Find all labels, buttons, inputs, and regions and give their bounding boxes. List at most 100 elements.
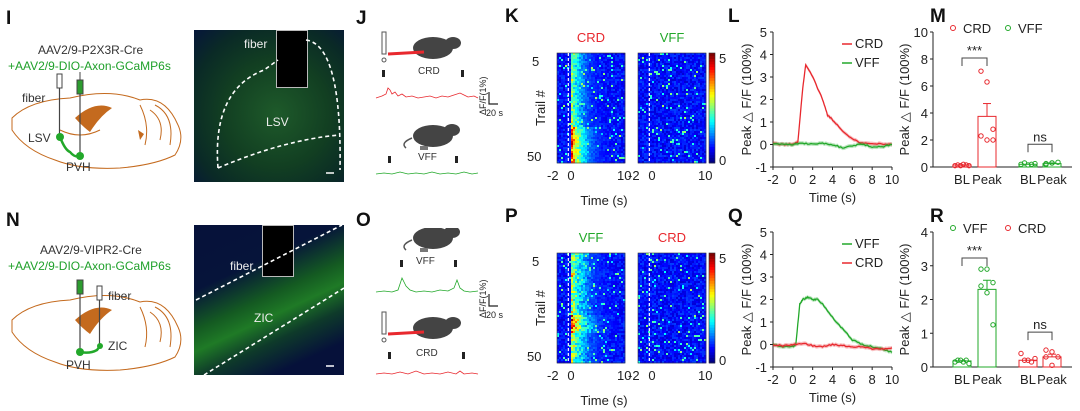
heatmap-cell [646,99,649,102]
heatmap-cell [662,83,665,86]
heatmap-cell [611,75,614,78]
heatmap-cell [557,297,560,300]
heatmap-cell [571,149,574,152]
heatmap-cell [603,271,606,274]
heatmap-cell [565,301,568,304]
heatmap-cell [601,63,604,66]
heatmap-cell [579,135,582,138]
heatmap-cell [569,69,572,72]
heatmap-cell [698,101,701,104]
heatmap-cell [696,89,699,92]
panel-label-n: N [6,210,20,231]
heatmap-cell [569,149,572,152]
heatmap-cell [702,113,705,116]
heatmap-cell [577,137,580,140]
heatmap-cell [662,63,665,66]
heatmap-cell [601,93,604,96]
heatmap-cell [615,297,618,300]
heatmap-cell [658,65,661,68]
heatmap-cell [575,105,578,108]
heatmap-cell [672,141,675,144]
heatmap-cell [621,139,624,142]
heatmap-cell [597,281,600,284]
heatmap-cell [682,77,685,80]
heatmap-cell [595,149,598,152]
heatmap-cell [680,95,683,98]
heatmap-cell [652,103,655,106]
heatmap-cell [662,67,665,70]
heatmap-cell [686,83,689,86]
heatmap-cell [567,261,570,264]
heatmap-cell [672,87,675,90]
heatmap-cell [557,295,560,298]
heatmap-cell [603,311,606,314]
heatmap-cell [664,99,667,102]
heatmap-cell [692,135,695,138]
heatmap-cell [640,145,643,148]
data-point [1055,159,1061,165]
heatmap-cell [563,259,566,262]
heatmap-cell [623,97,626,100]
heatmap-cell [654,141,657,144]
heatmap-cell [599,295,602,298]
heatmap-cell [569,121,572,124]
heatmap-cell [559,293,562,296]
heatmap-cell [577,69,580,72]
heatmap-cell [571,257,574,260]
heatmap-cell [684,59,687,62]
heatmap-cell [597,283,600,286]
heatmap-cell [678,119,681,122]
heatmap-cell [563,299,566,302]
heatmap-cell [615,133,618,136]
heatmap-cell [559,297,562,300]
heatmap-cell [609,281,612,284]
heatmap-cell [611,277,614,280]
heatmap-cell [623,301,626,304]
heatmap-cell [694,125,697,128]
heatmap-cell [567,271,570,274]
heatmap-cell [619,91,622,94]
heatmap-cell [561,303,564,306]
heatmap-cell [676,91,679,94]
heatmap-cell [662,57,665,60]
heatmap-cell [575,77,578,80]
heatmap-cell [573,279,576,282]
heatmap-cell [688,159,691,162]
heatmap-cell [581,287,584,290]
heatmap-cell [583,141,586,144]
heatmap-cell [591,275,594,278]
heatmap-cell [690,81,693,84]
heatmap-cell [644,135,647,138]
heatmap-cell [573,255,576,258]
heatmap-cell [615,141,618,144]
heatmap-cell [609,63,612,66]
colorbar-segment [709,138,715,142]
heatmap-cell [583,305,586,308]
heatmap-cell [690,133,693,136]
heatmap-cell [559,267,562,270]
heatmap-cell [563,265,566,268]
heatmap-cell [619,149,622,152]
heatmap-cell [561,311,564,314]
heatmap-cell [623,271,626,274]
heatmap-cell [700,107,703,110]
heatmap-cell [676,89,679,92]
heatmap-cell [646,155,649,158]
heatmap-cell [644,71,647,74]
significance-label: *** [967,43,982,58]
heatmap-cell [587,91,590,94]
heatmap-cell [702,143,705,146]
heatmap-cell [565,93,568,96]
heatmap-cell [698,65,701,68]
heatmap-cell [603,99,606,102]
heatmap-cell [646,73,649,76]
heatmap-cell [559,143,562,146]
heatmap-cell [591,151,594,154]
heatmap-cell [601,61,604,64]
panel-label-k: K [505,6,519,27]
heatmap-cell [589,271,592,274]
heatmap-cell [670,65,673,68]
heatmap-cell [638,123,641,126]
heatmap-cell [559,303,562,306]
heatmap-cell [565,57,568,60]
